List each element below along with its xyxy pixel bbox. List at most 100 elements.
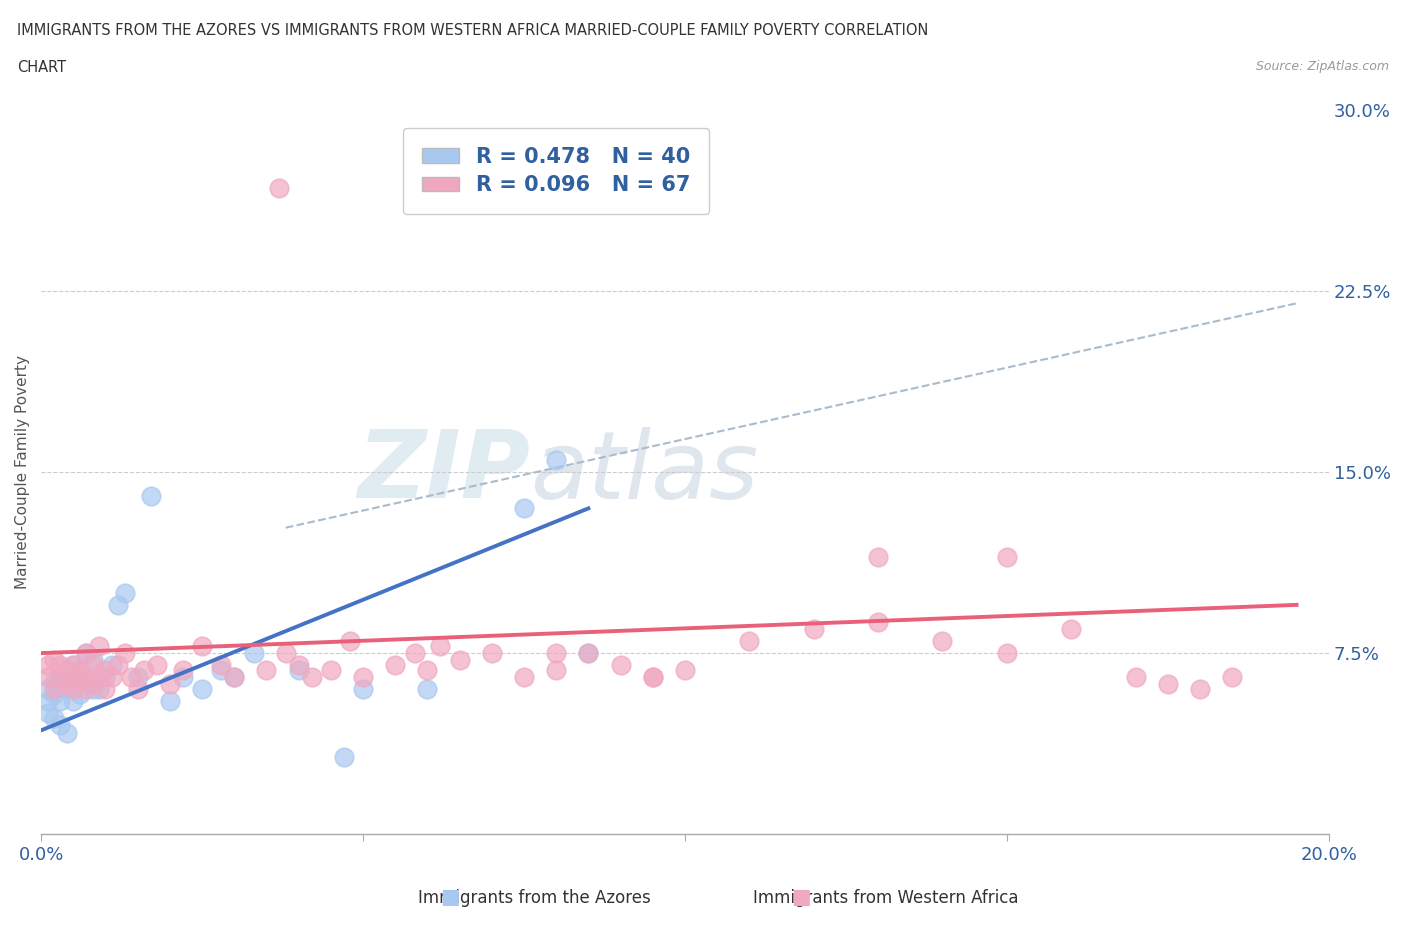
Point: [546, 645, 568, 660]
Point: [673, 662, 696, 677]
Text: CHART: CHART: [17, 60, 66, 75]
Point: [69, 662, 91, 677]
Point: [352, 682, 374, 697]
Point: [37, 670, 59, 684]
Point: [1060, 621, 1083, 636]
Point: [42, 682, 65, 697]
Point: [69, 686, 91, 701]
Point: [1125, 670, 1147, 684]
Point: [62, 682, 84, 697]
Point: [75, 682, 97, 697]
Point: [127, 682, 149, 697]
Point: [803, 621, 825, 636]
Point: [416, 682, 439, 697]
Point: [82, 658, 104, 672]
Point: [641, 670, 664, 684]
Point: [172, 662, 194, 677]
Text: ■: ■: [792, 886, 811, 907]
Point: [37, 706, 59, 721]
Point: [224, 670, 246, 684]
Point: [868, 615, 890, 630]
Point: [287, 658, 309, 672]
Point: [75, 670, 97, 684]
Point: [56, 725, 79, 740]
Point: [94, 662, 117, 677]
Point: [256, 662, 278, 677]
Point: [352, 670, 374, 684]
Point: [120, 670, 142, 684]
Point: [481, 645, 503, 660]
Point: [101, 658, 124, 672]
Text: IMMIGRANTS FROM THE AZORES VS IMMIGRANTS FROM WESTERN AFRICA MARRIED-COUPLE FAMI: IMMIGRANTS FROM THE AZORES VS IMMIGRANTS…: [17, 23, 928, 38]
Point: [609, 658, 631, 672]
Point: [139, 489, 162, 504]
Point: [404, 645, 426, 660]
Point: [114, 585, 136, 600]
Point: [269, 180, 291, 195]
Point: [42, 674, 65, 689]
Point: [37, 682, 59, 697]
Point: [62, 677, 84, 692]
Point: [191, 638, 214, 653]
Point: [242, 645, 264, 660]
Point: [1157, 677, 1180, 692]
Point: [94, 670, 117, 684]
Point: [172, 670, 194, 684]
Point: [319, 662, 342, 677]
Point: [416, 662, 439, 677]
Point: [101, 670, 124, 684]
Point: [931, 633, 953, 648]
Point: [69, 662, 91, 677]
Point: [56, 677, 79, 692]
Point: [146, 658, 169, 672]
Point: [868, 550, 890, 565]
Point: [209, 662, 232, 677]
Point: [301, 670, 323, 684]
Point: [42, 653, 65, 668]
Point: [49, 670, 72, 684]
Point: [82, 677, 104, 692]
Point: [576, 645, 599, 660]
Point: [1188, 682, 1211, 697]
Point: [75, 677, 97, 692]
Point: [42, 711, 65, 725]
Point: [107, 597, 129, 612]
Point: [75, 645, 97, 660]
Point: [159, 677, 181, 692]
Point: [87, 638, 110, 653]
Point: [82, 653, 104, 668]
Point: [49, 718, 72, 733]
Text: ZIP: ZIP: [357, 426, 530, 518]
Y-axis label: Married-Couple Family Poverty: Married-Couple Family Poverty: [15, 355, 30, 590]
Point: [384, 658, 406, 672]
Point: [738, 633, 761, 648]
Point: [49, 658, 72, 672]
Point: [87, 682, 110, 697]
Point: [37, 658, 59, 672]
Point: [995, 550, 1018, 565]
Point: [62, 694, 84, 709]
Point: [191, 682, 214, 697]
Point: [134, 662, 156, 677]
Point: [576, 645, 599, 660]
Point: [69, 670, 91, 684]
Point: [429, 638, 451, 653]
Point: [224, 670, 246, 684]
Text: ■: ■: [440, 886, 460, 907]
Text: Immigrants from Western Africa: Immigrants from Western Africa: [754, 889, 1018, 907]
Point: [56, 682, 79, 697]
Point: [339, 633, 361, 648]
Point: [62, 658, 84, 672]
Point: [546, 453, 568, 468]
Point: [546, 662, 568, 677]
Text: Immigrants from the Azores: Immigrants from the Azores: [418, 889, 651, 907]
Point: [42, 686, 65, 701]
Point: [56, 662, 79, 677]
Point: [49, 694, 72, 709]
Point: [1220, 670, 1243, 684]
Point: [127, 670, 149, 684]
Point: [287, 662, 309, 677]
Point: [94, 682, 117, 697]
Point: [513, 670, 536, 684]
Point: [332, 750, 354, 764]
